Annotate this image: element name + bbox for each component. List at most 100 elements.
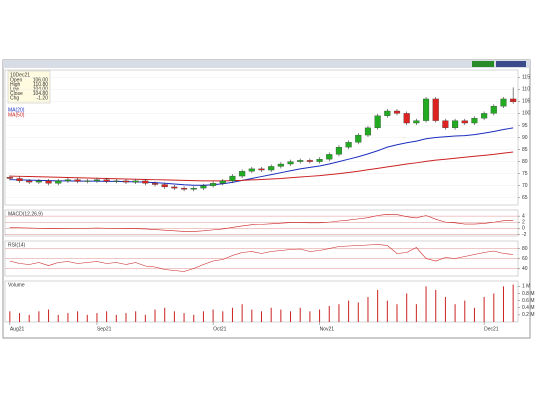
- y-tick-label: 90: [522, 135, 528, 141]
- toolbar-button[interactable]: [472, 61, 494, 67]
- volume-bar: [231, 307, 233, 322]
- volume-bar: [280, 309, 282, 322]
- y-tick-label: 85: [522, 147, 528, 153]
- candle-body: [297, 160, 304, 162]
- candle-body: [113, 180, 120, 182]
- y-tick-label: 110: [522, 87, 530, 93]
- x-tick-label: Aug21: [10, 326, 25, 332]
- volume-bar: [454, 304, 456, 322]
- info-value: 104.80: [33, 91, 49, 97]
- volume-bar: [222, 311, 224, 322]
- panel-title: Volume: [8, 282, 25, 288]
- volume-bar: [67, 313, 69, 322]
- candle-body: [403, 113, 410, 124]
- volume-bar: [48, 309, 50, 322]
- volume-bar: [309, 311, 311, 322]
- volume-bar: [512, 284, 514, 322]
- legend-entry: MA(50): [8, 112, 25, 118]
- candle-body: [122, 180, 130, 183]
- info-label: Close: [10, 91, 23, 97]
- y-tick-label: 95: [522, 123, 528, 129]
- y-tick-label: 80: [522, 246, 528, 252]
- panel-title: MACD(12,26,9): [8, 211, 43, 217]
- volume-bar: [241, 304, 243, 322]
- candle-body: [132, 180, 139, 183]
- candle-body: [345, 142, 352, 148]
- y-tick-label: 0.4 M: [522, 305, 535, 311]
- volume-bar: [338, 304, 340, 322]
- volume-bar: [19, 313, 21, 322]
- y-tick-label: 2: [522, 220, 525, 226]
- volume-bar: [135, 311, 137, 322]
- y-tick-label: 0.6 M: [522, 298, 535, 304]
- info-title: 10Dec21: [10, 72, 30, 78]
- volume-bar: [106, 311, 108, 322]
- volume-bar: [193, 314, 195, 322]
- volume-bar: [261, 311, 262, 322]
- candle-body: [239, 171, 246, 177]
- volume-bar: [406, 293, 408, 322]
- toolbar-button[interactable]: [496, 61, 526, 67]
- candle-body: [374, 115, 381, 129]
- y-tick-label: 65: [522, 195, 528, 201]
- volume-bar: [357, 302, 359, 322]
- candle-body: [200, 185, 207, 189]
- candle-body: [442, 120, 449, 129]
- volume-bar: [28, 314, 30, 322]
- y-tick-label: 4: [522, 213, 525, 219]
- candle-body: [103, 179, 110, 182]
- candle-body: [355, 134, 362, 143]
- info-label: High: [10, 82, 21, 88]
- x-tick-label: Sep21: [97, 326, 112, 332]
- candle-body: [16, 178, 23, 182]
- candle-body: [55, 180, 62, 184]
- x-tick-label: Nov21: [320, 326, 335, 332]
- volume-bar: [493, 293, 495, 322]
- legend-entry: MA(20): [8, 107, 25, 113]
- volume-bar: [9, 311, 11, 322]
- candle-body: [326, 154, 333, 160]
- volume-bar: [396, 304, 398, 322]
- candle-body: [248, 168, 255, 172]
- candle-body: [500, 98, 507, 107]
- panel-title: RSI(14): [8, 242, 26, 248]
- info-value: 110.80: [33, 82, 48, 88]
- volume-bar: [415, 304, 417, 322]
- y-tick-label: 105: [522, 99, 531, 105]
- candle-body: [64, 179, 71, 182]
- panel-frame: [4, 209, 519, 237]
- volume-bar: [125, 313, 127, 322]
- volume-bar: [164, 307, 166, 322]
- candle-body: [6, 177, 13, 179]
- candle-body: [413, 120, 420, 124]
- volume-bar: [154, 309, 156, 322]
- candle-body: [490, 106, 497, 114]
- candle-body: [84, 180, 91, 182]
- volume-bar: [144, 314, 146, 322]
- volume-bar: [299, 307, 301, 322]
- candle-body: [422, 98, 430, 121]
- y-tick-label: 70: [522, 183, 528, 189]
- volume-bar: [183, 313, 185, 322]
- volume-bar: [464, 300, 466, 322]
- y-tick-label: 0.8 M: [522, 291, 535, 297]
- volume-bar: [202, 311, 204, 322]
- volume-bar: [77, 311, 79, 322]
- indicator-line: [9, 244, 514, 272]
- x-tick-label: Dec21: [484, 326, 499, 332]
- candle-body: [151, 183, 159, 185]
- candle-body: [471, 118, 478, 124]
- volume-bar: [319, 309, 321, 322]
- volume-bar: [115, 314, 117, 322]
- volume-bar: [328, 305, 330, 322]
- candle-body: [210, 183, 217, 186]
- y-tick-label: 0.2 M: [522, 312, 535, 318]
- candle-body: [219, 180, 226, 184]
- volume-bar: [38, 311, 40, 322]
- candle-body: [45, 180, 52, 184]
- volume-bar: [96, 313, 98, 322]
- info-value: -1.20: [37, 95, 49, 101]
- candle-body: [229, 175, 236, 182]
- info-label: Chg: [10, 95, 19, 101]
